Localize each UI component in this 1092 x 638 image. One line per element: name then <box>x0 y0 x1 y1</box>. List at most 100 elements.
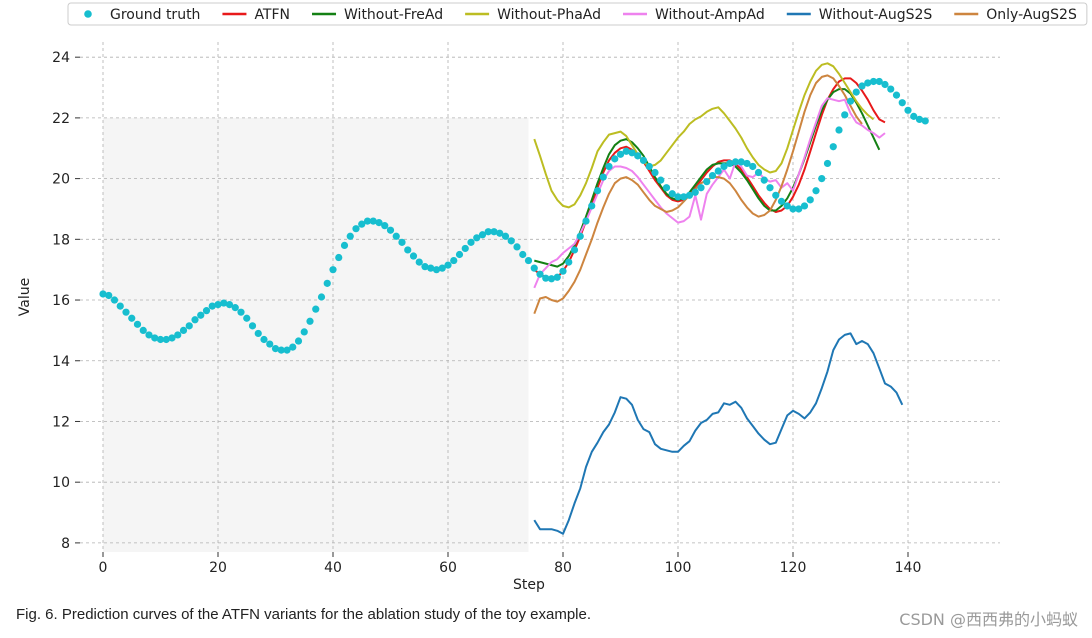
ground-truth-point <box>565 258 573 266</box>
ground-truth-point <box>547 275 556 283</box>
axes: 0 20 40 60 80 100 120 140 8 10 12 14 16 18 20 22 24 <box>52 50 921 576</box>
ground-truth-point <box>294 337 303 345</box>
ground-truth-point <box>668 190 676 198</box>
ground-truth-point <box>128 314 136 322</box>
ground-truth-point <box>766 184 774 192</box>
x-tick-label: 120 <box>780 560 807 576</box>
ground-truth-point <box>116 302 124 310</box>
y-tick-label: 22 <box>52 111 70 127</box>
ground-truth-point <box>421 263 429 271</box>
ground-truth-point <box>835 126 843 134</box>
ground-truth-point <box>243 314 251 322</box>
ground-truth-point <box>714 167 722 175</box>
ground-truth-point <box>921 117 929 125</box>
ground-truth-point <box>881 80 889 89</box>
legend-box <box>67 2 1088 26</box>
ground-truth-point <box>524 256 533 265</box>
ground-truth-point <box>300 328 308 336</box>
ground-truth-point <box>536 270 544 278</box>
ground-truth-point <box>363 217 372 225</box>
ground-truth-point <box>760 176 768 184</box>
ground-truth-point <box>611 155 619 163</box>
ground-truth-point <box>818 175 826 183</box>
ground-truth-point <box>438 264 446 272</box>
ground-truth-point <box>392 232 400 240</box>
ground-truth-point <box>409 252 418 260</box>
ground-truth-point <box>559 267 567 275</box>
ground-truth-point <box>271 345 280 353</box>
legend: Ground truth ATFN Without-FreAd Without-Pha… <box>67 2 1088 26</box>
ground-truth-point <box>455 250 464 259</box>
ground-truth-point <box>214 300 222 309</box>
plot-background <box>103 117 529 553</box>
ground-truth-point <box>662 184 671 192</box>
x-tick-label: 20 <box>209 560 227 576</box>
ground-truth-point <box>697 184 705 192</box>
ground-truth-point <box>478 231 487 239</box>
ground-truth-point <box>898 99 906 107</box>
ground-truth-point <box>743 159 751 168</box>
ground-truth-point <box>910 112 918 120</box>
ground-truth-point <box>185 322 193 330</box>
ground-truth-point <box>283 346 291 354</box>
ground-truth-point <box>737 158 745 166</box>
ground-truth-point <box>777 197 786 205</box>
ground-truth-point <box>616 150 625 158</box>
ground-truth-point <box>461 244 469 253</box>
ground-truth-point <box>875 77 883 86</box>
ground-truth-point <box>593 187 602 195</box>
history-region <box>103 117 529 553</box>
ground-truth-point <box>174 331 182 339</box>
ground-truth-point <box>105 291 113 300</box>
ground-truth-point <box>513 243 521 251</box>
ground-truth-point <box>358 220 366 228</box>
ground-truth-point <box>168 334 176 342</box>
x-tick-label: 40 <box>324 560 342 576</box>
ground-truth-point <box>151 334 159 342</box>
ground-truth-point <box>496 229 504 237</box>
ground-truth-point <box>179 326 188 334</box>
ground-truth-point <box>191 316 199 324</box>
ground-truth-point <box>915 115 924 124</box>
ground-truth-point <box>254 329 262 338</box>
ground-truth-point <box>708 171 717 180</box>
legend-label-without-augs2s: Without-AugS2S <box>819 7 933 23</box>
ground-truth-point <box>306 317 314 325</box>
ground-truth-point <box>576 232 584 240</box>
chart-svg: 0 20 40 60 80 100 120 140 8 10 12 14 16 18 20 22 24 Grou… <box>17 2 1088 593</box>
ground-truth-point <box>703 178 711 186</box>
y-tick-label: 12 <box>52 414 70 430</box>
ground-truth-point <box>312 305 320 313</box>
legend-marker-ground-truth <box>84 10 92 18</box>
ground-truth-point <box>162 335 170 344</box>
y-tick-label: 20 <box>52 172 70 188</box>
ground-truth-point <box>501 232 510 240</box>
ground-truth-point <box>473 234 481 242</box>
ground-truth-point <box>133 320 142 328</box>
ground-truth-point <box>352 225 360 233</box>
ground-truth-point <box>237 308 245 316</box>
y-tick-label: 8 <box>61 536 70 552</box>
ground-truth-point <box>99 290 107 298</box>
ground-truth-point <box>553 273 561 281</box>
legend-label-without-ampad: Without-AmpAd <box>655 7 765 23</box>
ground-truth-point <box>323 279 331 287</box>
ground-truth-point <box>197 311 205 319</box>
series-layer <box>99 62 929 535</box>
legend-label-atfn: ATFN <box>254 7 290 23</box>
ground-truth-point <box>122 308 130 316</box>
ground-truth-point <box>139 326 147 334</box>
ground-truth-point <box>731 158 740 166</box>
ground-truth-point <box>800 202 809 210</box>
ground-truth-point <box>634 152 642 160</box>
y-tick-label: 24 <box>52 50 70 66</box>
ground-truth-point <box>605 162 613 171</box>
ground-truth-point <box>904 106 912 114</box>
ground-truth-point <box>869 77 878 86</box>
x-tick-label: 140 <box>895 560 922 576</box>
ground-truth-point <box>260 335 268 344</box>
ground-truth-point <box>404 246 412 254</box>
ground-truth-point <box>645 162 653 171</box>
figure-caption: Fig. 6. Prediction curves of the ATFN va… <box>16 606 592 623</box>
ground-truth-point <box>588 202 596 210</box>
